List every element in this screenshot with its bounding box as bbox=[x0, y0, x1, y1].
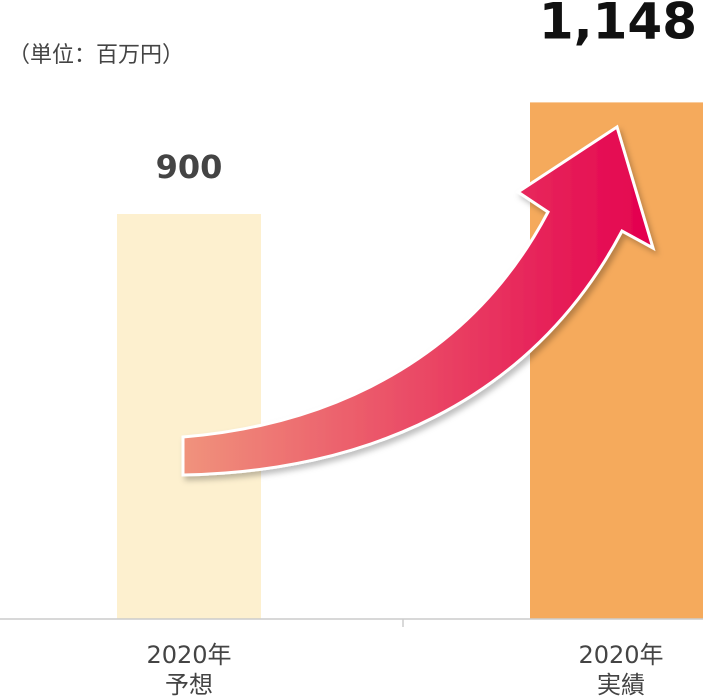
x-tick-label: 実績 bbox=[597, 671, 645, 698]
x-tick-label: 予想 bbox=[165, 671, 213, 698]
x-tick-label: 2020年 bbox=[146, 641, 231, 669]
value-label: 900 bbox=[156, 148, 223, 186]
x-tick-label: 2020年 bbox=[578, 641, 663, 669]
subtitle: （単位：百万円） bbox=[8, 43, 184, 68]
value-label: 1,148 bbox=[539, 0, 697, 50]
growth-arrow bbox=[181, 124, 656, 477]
bar bbox=[117, 214, 261, 619]
